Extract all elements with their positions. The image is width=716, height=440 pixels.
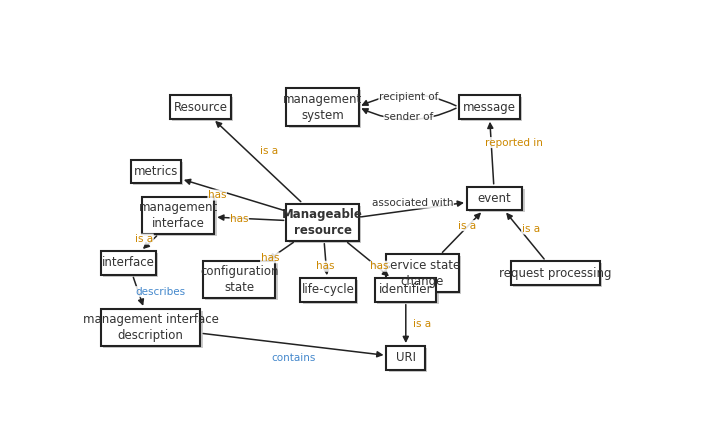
Bar: [142, 197, 214, 234]
Text: reported in: reported in: [485, 138, 543, 147]
Text: has: has: [316, 261, 335, 271]
Text: management interface
description: management interface description: [82, 313, 218, 342]
Bar: [460, 97, 522, 121]
Bar: [286, 204, 359, 241]
Bar: [389, 348, 427, 372]
Bar: [387, 254, 458, 292]
Bar: [289, 90, 361, 128]
Text: life-cycle: life-cycle: [301, 283, 354, 297]
Bar: [375, 278, 436, 302]
Text: service state
change: service state change: [384, 259, 460, 287]
Bar: [377, 280, 438, 304]
Bar: [301, 278, 356, 302]
Bar: [303, 280, 358, 304]
Bar: [131, 160, 181, 183]
Text: associated with: associated with: [372, 198, 453, 208]
Bar: [203, 261, 276, 298]
Bar: [513, 263, 602, 287]
Bar: [100, 308, 200, 346]
Text: contains: contains: [271, 353, 316, 363]
Text: management
system: management system: [283, 92, 362, 121]
Bar: [467, 187, 522, 210]
Text: message: message: [463, 100, 516, 114]
Text: has: has: [370, 261, 389, 271]
Text: Resource: Resource: [173, 100, 228, 114]
Text: has: has: [208, 190, 226, 200]
Text: sender of: sender of: [384, 112, 433, 121]
Text: management
interface: management interface: [139, 201, 218, 230]
Bar: [387, 346, 425, 370]
Text: identifier: identifier: [379, 283, 432, 297]
Text: event: event: [478, 192, 511, 205]
Text: request processing: request processing: [499, 267, 612, 279]
Bar: [458, 95, 520, 119]
Bar: [205, 263, 278, 301]
Text: describes: describes: [135, 286, 185, 297]
Bar: [170, 95, 231, 119]
Text: recipient of: recipient of: [379, 92, 438, 103]
Text: is a: is a: [260, 146, 278, 156]
Text: metrics: metrics: [134, 165, 178, 178]
Bar: [103, 253, 158, 277]
Bar: [133, 161, 183, 185]
Text: interface: interface: [102, 257, 155, 269]
Bar: [103, 311, 203, 348]
Bar: [286, 88, 359, 126]
Text: is a: is a: [135, 234, 153, 244]
Text: has: has: [261, 253, 279, 263]
Text: URI: URI: [396, 351, 416, 364]
Bar: [172, 97, 233, 121]
Bar: [145, 199, 216, 236]
Bar: [100, 251, 156, 275]
Bar: [469, 189, 525, 213]
Bar: [389, 257, 460, 293]
Text: is a: is a: [458, 220, 476, 231]
Text: configuration
state: configuration state: [200, 265, 279, 294]
Text: is a: is a: [413, 319, 432, 329]
Text: has: has: [230, 214, 248, 224]
Bar: [289, 205, 361, 243]
Text: Manageable
resource: Manageable resource: [282, 208, 363, 237]
Bar: [511, 261, 600, 285]
Text: is a: is a: [521, 224, 540, 234]
